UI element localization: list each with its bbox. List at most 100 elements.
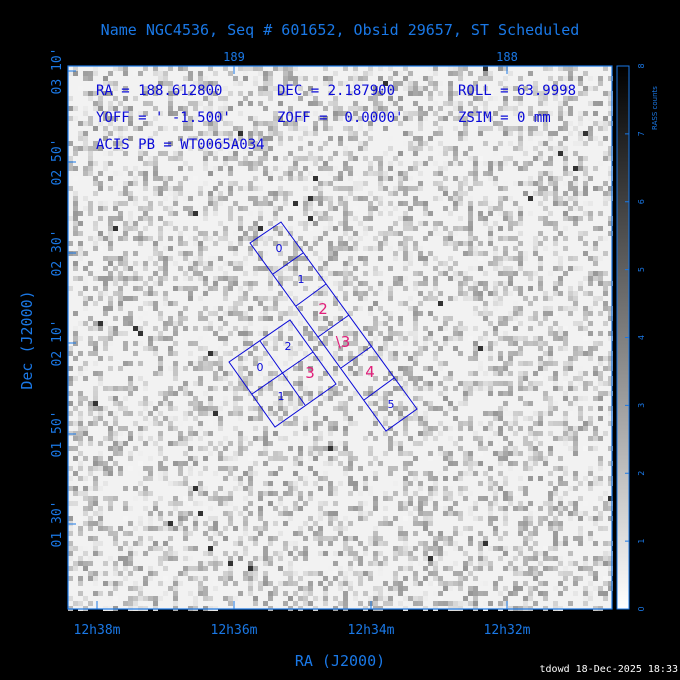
noise-pixel [168, 551, 173, 556]
noise-pixel [563, 391, 568, 396]
noise-pixel [563, 126, 568, 131]
noise-pixel [383, 581, 388, 586]
noise-pixel [98, 461, 103, 466]
noise-pixel [428, 561, 433, 566]
noise-pixel [563, 166, 568, 171]
noise-pixel [363, 131, 368, 136]
noise-pixel [408, 481, 413, 486]
noise-pixel [158, 366, 163, 371]
noise-pixel [188, 446, 193, 451]
noise-pixel [528, 341, 533, 346]
noise-pixel [588, 476, 593, 481]
noise-pixel [448, 376, 453, 381]
noise-pixel [273, 296, 278, 301]
noise-pixel [603, 271, 608, 276]
noise-pixel [503, 371, 508, 376]
noise-pixel [583, 276, 588, 281]
noise-pixel [413, 351, 418, 356]
noise-pixel [518, 286, 523, 291]
noise-pixel [463, 561, 468, 566]
noise-pixel [368, 356, 373, 361]
noise-pixel [423, 166, 428, 171]
noise-pixel [108, 581, 113, 586]
noise-pixel [243, 241, 248, 246]
noise-pixel [548, 481, 553, 486]
noise-pixel [268, 471, 273, 476]
noise-pixel [83, 566, 88, 571]
noise-pixel [188, 296, 193, 301]
noise-pixel [488, 411, 493, 416]
noise-pixel [138, 276, 143, 281]
noise-pixel [463, 176, 468, 181]
noise-pixel [508, 236, 513, 241]
noise-pixel [283, 521, 288, 526]
noise-pixel [498, 271, 503, 276]
noise-pixel [328, 86, 333, 91]
noise-pixel [413, 571, 418, 576]
noise-pixel [398, 186, 403, 191]
noise-pixel [118, 256, 123, 261]
noise-pixel [113, 181, 118, 186]
noise-pixel [528, 326, 533, 331]
noise-pixel [73, 266, 78, 271]
noise-pixel [603, 191, 608, 196]
noise-pixel [153, 501, 158, 506]
noise-pixel [263, 156, 268, 161]
noise-pixel [338, 136, 343, 141]
noise-pixel [438, 221, 443, 226]
noise-pixel [183, 176, 188, 181]
noise-pixel [413, 81, 418, 86]
noise-pixel [198, 586, 203, 591]
noise-pixel [358, 81, 363, 86]
noise-pixel [93, 521, 98, 526]
noise-pixel [508, 311, 513, 316]
noise-pixel [203, 366, 208, 371]
noise-pixel [363, 346, 368, 351]
noise-pixel [593, 261, 598, 266]
noise-pixel [548, 496, 553, 501]
noise-pixel [313, 101, 318, 106]
noise-pixel [348, 186, 353, 191]
noise-pixel [568, 66, 573, 71]
noise-pixel [173, 586, 178, 591]
noise-pixel [388, 66, 393, 71]
noise-pixel [473, 516, 478, 521]
noise-pixel [288, 121, 293, 126]
noise-pixel [203, 131, 208, 136]
noise-pixel [253, 406, 258, 411]
noise-pixel [198, 131, 203, 136]
noise-pixel [548, 451, 553, 456]
noise-pixel [168, 391, 173, 396]
noise-pixel [233, 336, 238, 341]
noise-pixel [93, 591, 98, 596]
noise-pixel [253, 176, 258, 181]
noise-pixel [338, 441, 343, 446]
noise-pixel [263, 201, 268, 206]
noise-pixel [403, 86, 408, 91]
noise-pixel [178, 466, 183, 471]
noise-pixel [268, 561, 273, 566]
noise-pixel [583, 426, 588, 431]
noise-pixel [588, 216, 593, 221]
noise-pixel [453, 201, 458, 206]
noise-pixel [188, 126, 193, 131]
noise-pixel [313, 316, 318, 321]
noise-pixel [148, 546, 153, 551]
noise-pixel [163, 391, 168, 396]
noise-pixel [273, 226, 278, 231]
noise-pixel [103, 321, 108, 326]
noise-pixel [318, 331, 323, 336]
noise-pixel [338, 586, 343, 591]
noise-pixel [478, 461, 483, 466]
noise-pixel [288, 326, 293, 331]
noise-pixel [463, 496, 468, 501]
noise-pixel [488, 421, 493, 426]
noise-pixel [268, 171, 273, 176]
noise-pixel [318, 526, 323, 531]
noise-pixel [83, 141, 88, 146]
noise-pixel [163, 576, 168, 581]
noise-pixel [563, 111, 568, 116]
noise-pixel [433, 536, 438, 541]
noise-pixel [143, 161, 148, 166]
noise-pixel [153, 241, 158, 246]
